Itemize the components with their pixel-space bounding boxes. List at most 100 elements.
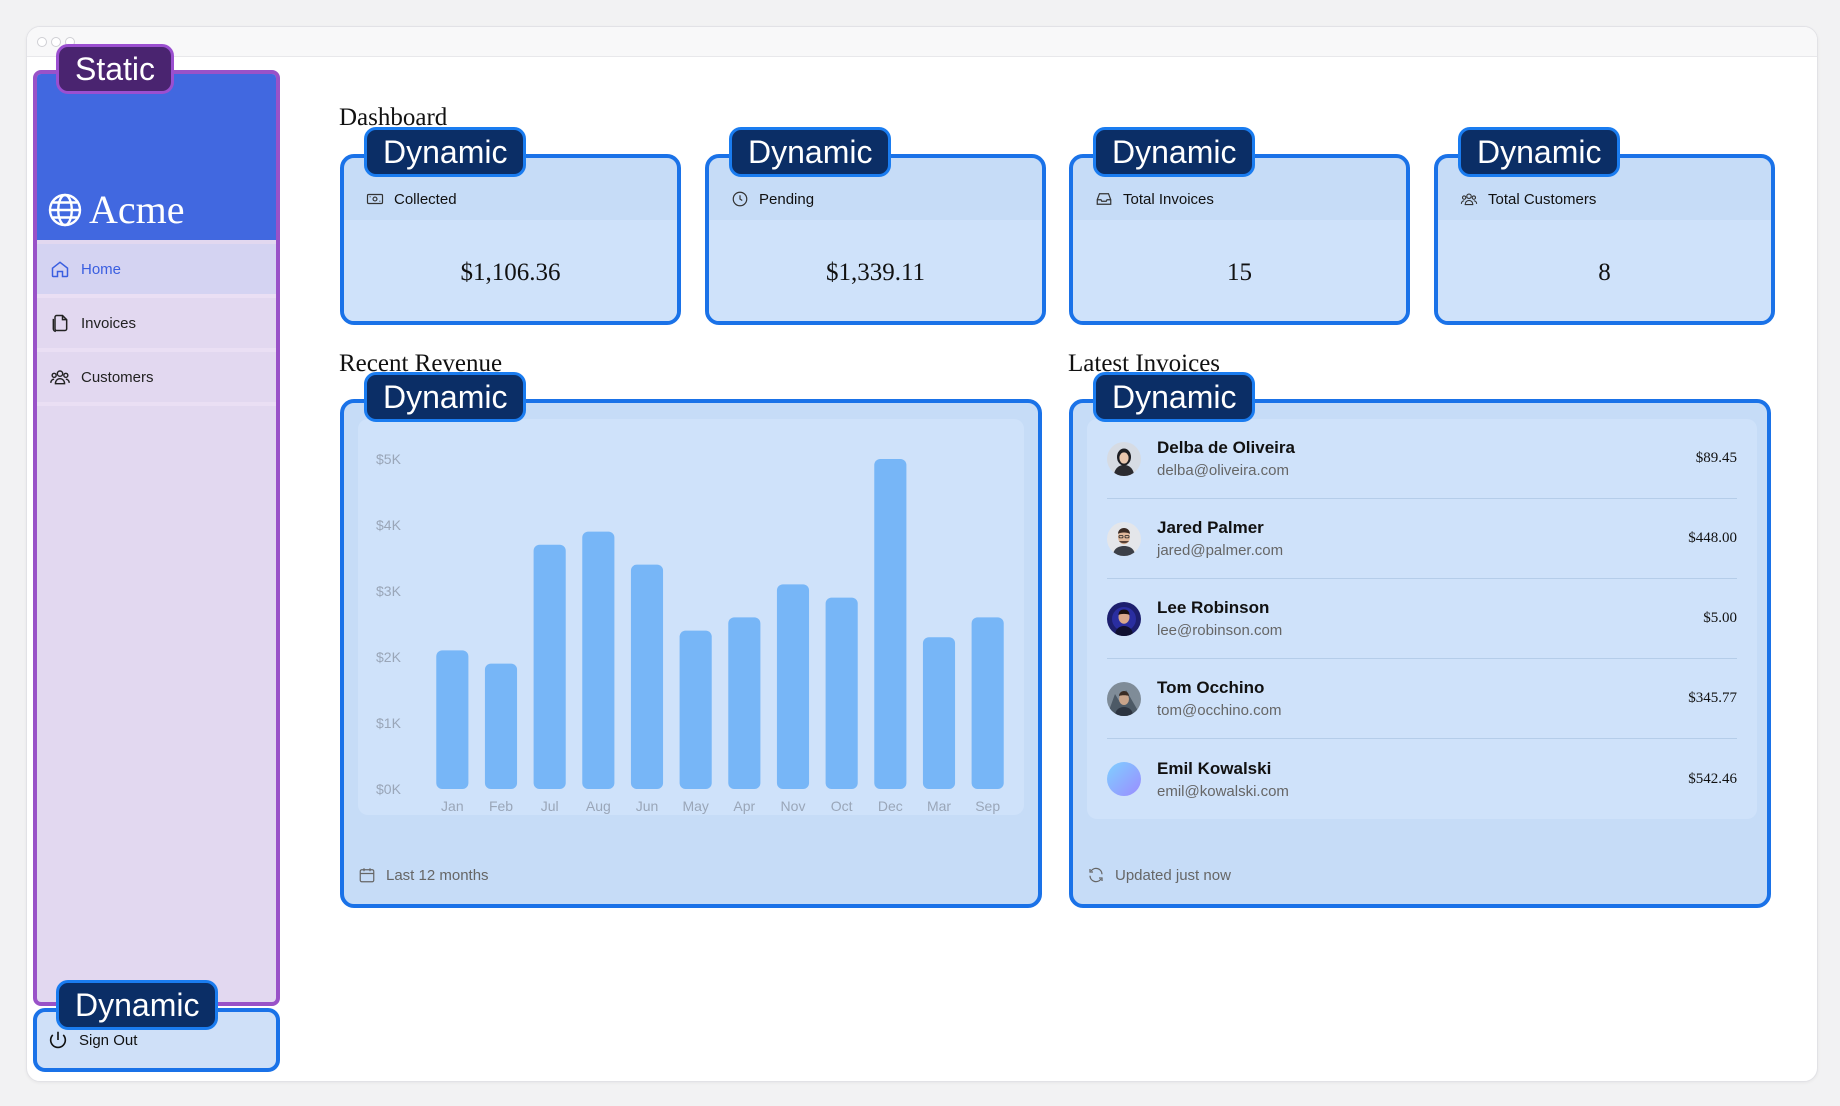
y-tick-label: $1K [376,715,402,731]
page-title: Dashboard [339,104,448,131]
x-tick-label: Dec [878,798,903,814]
sidebar-divider [37,402,276,406]
card-value: 15 [1073,220,1406,321]
sidebar-item-invoices[interactable]: Invoices [37,298,276,348]
x-tick-label: Jun [636,798,659,814]
x-tick-label: Nov [781,798,806,814]
y-tick-label: $3K [376,583,402,599]
y-tick-label: $0K [376,781,402,797]
invoices-footer-label: Updated just now [1115,866,1231,884]
document-icon [49,312,71,334]
revenue-bar[interactable] [582,531,615,789]
invoice-customer-name: Emil Kowalski [1157,758,1272,778]
invoice-customer-name: Delba de Oliveira [1157,438,1295,457]
revenue-bar[interactable] [825,597,858,789]
invoice-list: Delba de Oliveira delba@oliveira.com $89… [1087,419,1757,819]
revenue-bar[interactable] [728,617,761,789]
dynamic-region-label: Dynamic [1458,127,1621,177]
invoice-customer-email: emil@kowalski.com [1157,782,1289,800]
calendar-icon [359,868,375,883]
avatar [1107,521,1141,556]
card-collected: Collected $1,106.36 [340,154,681,325]
revenue-bar[interactable] [971,617,1004,789]
invoice-customer-name: Jared Palmer [1157,518,1264,537]
revenue-bar[interactable] [484,663,518,789]
invoice-customer-email: tom@occhino.com [1157,702,1282,719]
invoice-row[interactable]: Tom Occhino tom@occhino.com $345.77 [1107,659,1737,739]
sidebar-item-customers[interactable]: Customers [37,352,276,402]
invoice-amount: $542.46 [1688,770,1737,787]
invoice-customer-email: jared@palmer.com [1157,542,1284,559]
window-minimize-button[interactable] [51,37,61,47]
brand-banner[interactable]: Acme [37,74,276,240]
card-value: 8 [1438,220,1771,321]
y-tick-label: $4K [376,517,402,533]
latest-invoices-panel: Delba de Oliveira delba@oliveira.com $89… [1069,399,1771,908]
invoice-amount: $345.77 [1688,690,1737,706]
revenue-bar[interactable] [630,564,664,789]
revenue-bar[interactable] [776,584,810,789]
dynamic-region-label: Dynamic [56,980,219,1030]
sidebar-divider [37,348,276,352]
x-tick-label: Sep [975,798,1000,814]
revenue-bar-chart: $0K $1K $2K $3K $4K $5K Jan Feb Jul Aug Jun May Apr N… [376,451,1004,814]
power-icon [49,1031,67,1049]
sidebar-divider [37,294,276,298]
card-label: Pending [759,191,815,208]
y-tick-label: $5K [376,451,402,467]
users-icon [1460,193,1478,206]
x-tick-label: Feb [489,798,513,814]
sidebar-item-home[interactable]: Home [37,244,276,294]
sidebar: Acme Home Invoices Customers [33,70,280,1006]
banknote-icon [366,193,384,205]
users-icon [49,366,71,388]
revenue-chart-area: $0K $1K $2K $3K $4K $5K Jan Feb Jul Aug Jun May Apr N… [358,419,1024,815]
invoice-amount: $89.45 [1695,450,1737,466]
revenue-footer-label: Last 12 months [386,866,489,884]
home-icon [49,258,71,280]
revenue-bar[interactable] [679,630,712,789]
dynamic-region-label: Dynamic [729,127,892,177]
invoice-row[interactable]: Emil Kowalski emil@kowalski.com $542.46 [1107,739,1737,819]
invoice-amount: $448.00 [1688,530,1737,546]
invoice-customer-name: Tom Occhino [1157,678,1265,697]
sign-out-label: Sign Out [79,1031,138,1049]
revenue-bar[interactable] [533,544,566,789]
window-close-button[interactable] [37,37,47,47]
invoice-amount: $5.00 [1703,610,1737,626]
sidebar-item-label: Customers [81,368,154,386]
invoice-row[interactable]: Lee Robinson lee@robinson.com $5.00 [1107,579,1737,659]
sidebar-item-label: Home [81,260,122,278]
avatar [1107,762,1141,796]
card-total-customers: Total Customers 8 [1434,154,1775,325]
dynamic-region-label: Dynamic [1093,127,1256,177]
brand-logo: Acme [47,186,185,233]
invoices-footer: Updated just now [1087,866,1231,884]
invoice-customer-name: Lee Robinson [1157,598,1270,617]
x-tick-label: Apr [733,798,755,814]
invoice-row[interactable]: Delba de Oliveira delba@oliveira.com $89… [1107,419,1737,499]
revenue-panel: $0K $1K $2K $3K $4K $5K Jan Feb Jul Aug Jun May Apr N… [340,399,1042,908]
invoice-customer-email: lee@robinson.com [1157,622,1283,639]
card-value: $1,106.36 [344,220,677,321]
x-tick-label: Jan [441,798,464,814]
invoice-customer-email: delba@oliveira.com [1157,462,1289,479]
clock-icon [732,191,748,207]
revenue-bar[interactable] [436,650,469,789]
card-total-invoices: Total Invoices 15 [1069,154,1410,325]
x-tick-label: Mar [927,798,951,814]
revenue-bar[interactable] [922,637,956,789]
x-tick-label: Aug [586,798,611,814]
card-label: Collected [394,191,457,208]
revenue-footer: Last 12 months [358,866,489,884]
globe-icon [48,193,82,226]
card-label: Total Customers [1488,191,1597,208]
x-tick-label: Oct [831,798,853,814]
card-pending: Pending $1,339.11 [705,154,1046,325]
refresh-icon [1089,867,1103,883]
revenue-bar[interactable] [874,459,907,789]
invoice-row[interactable]: Jared Palmer jared@palmer.com $448.00 [1107,499,1737,579]
avatar [1107,601,1141,636]
card-label: Total Invoices [1123,191,1214,208]
dynamic-region-label: Dynamic [364,127,527,177]
